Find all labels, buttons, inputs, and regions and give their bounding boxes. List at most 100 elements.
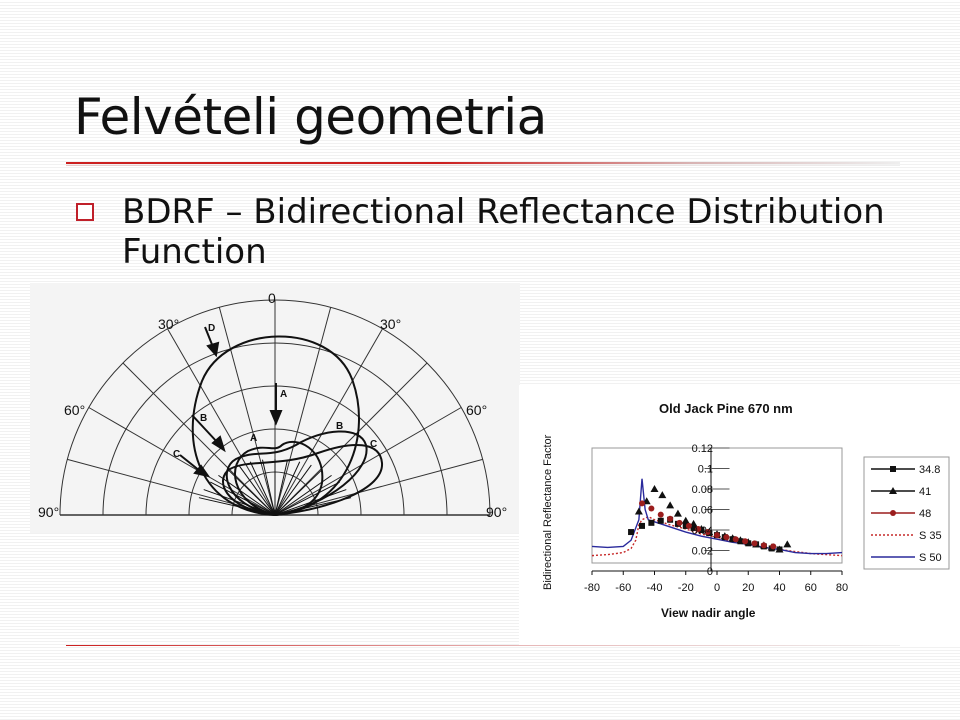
fan-spoke-27 [274, 489, 347, 516]
marker-1-18 [775, 545, 784, 553]
angle-label-90-left: 90° [38, 504, 59, 520]
legend: 34.8 41 48 S 35 S 50 [863, 456, 950, 570]
y-tick-label-1: 0.02 [692, 546, 713, 558]
legend-label-0: 34.8 [919, 464, 940, 476]
bullet-square-icon [76, 203, 94, 221]
y-tick-labels: 0 0.02 0.04 0.06 0.08 0.1 0.12 [692, 443, 713, 578]
fan-spoke-99 [261, 459, 276, 516]
curve-label-b: B [200, 413, 207, 424]
angle-label-30-left: 30° [158, 316, 179, 332]
legend-label-3: S 35 [919, 530, 942, 542]
marker-1-5 [673, 509, 682, 517]
fan-spoke-54 [274, 469, 323, 516]
polar-radial-75 [274, 307, 332, 516]
marker-2-1 [648, 505, 655, 512]
marker-2-3 [667, 515, 674, 522]
marker-2-10 [732, 536, 739, 543]
angle-label-90-right: 90° [486, 504, 507, 520]
angle-label-60-left: 60° [64, 402, 85, 418]
x-tick-label-4: 0 [714, 582, 720, 594]
marker-2-2 [657, 511, 664, 518]
fan-spoke-144 [210, 481, 276, 516]
series-markers [628, 485, 792, 553]
curve-label-a2: A [250, 433, 257, 444]
footer-divider [66, 645, 900, 646]
curve-d [191, 335, 360, 517]
polar-radial-30 [274, 407, 462, 516]
curve-c [222, 444, 384, 517]
marker-2-4 [676, 519, 683, 526]
grid-lines [591, 447, 843, 575]
fan-spoke-72 [274, 461, 301, 516]
curve-label-c: C [173, 449, 180, 460]
brf-chart-svg: Old Jack Pine 670 nm -80 -60 -40 -20 0 20 40 60… [542, 401, 950, 620]
arrow-a-head [269, 410, 283, 426]
arrow-d-head [206, 341, 220, 358]
title-divider [66, 162, 900, 164]
marker-1-19 [783, 540, 792, 548]
marker-1-6 [681, 516, 690, 524]
x-tick-label-1: -60 [615, 582, 631, 594]
curve-b [225, 430, 368, 517]
fan-spoke-108 [249, 461, 276, 516]
x-tick-label-3: -20 [678, 582, 694, 594]
legend-label-2: 48 [919, 508, 931, 520]
illumination-arrows [179, 326, 283, 478]
chart-title: Old Jack Pine 670 nm [659, 401, 793, 416]
brf-chart: Old Jack Pine 670 nm -80 -60 -40 -20 0 20 40 60… [519, 385, 960, 647]
y-tick-label-4: 0.08 [692, 484, 713, 496]
polar-radial-105 [218, 307, 276, 516]
x-tick-label-8: 80 [836, 582, 848, 594]
y-tick-label-6: 0.12 [692, 443, 713, 455]
polar-diagram-svg: 0 30° 30° 60° 60° 90° 90° A B C D A B C [38, 290, 507, 520]
legend-marker-0 [890, 466, 896, 472]
x-tick-label-0: -80 [584, 582, 600, 594]
polar-brdf-diagram: 0 30° 30° 60° 60° 90° 90° A B C D A B C [30, 283, 520, 533]
fan-spoke-18 [274, 497, 352, 516]
curve-label-c2: C [370, 439, 377, 450]
slide-title: Felvételi geometria [74, 88, 547, 146]
y-tick-label-0: 0 [707, 566, 713, 578]
polar-grid [59, 299, 491, 516]
polar-labels: 0 30° 30° 60° 60° 90° 90° [38, 290, 507, 520]
curve-a [234, 440, 324, 517]
bullet-text: BDRF – Bidirectional Reflectance Distrib… [122, 192, 885, 272]
fan-spoke-45 [274, 474, 332, 516]
plot-background [591, 447, 843, 564]
marker-2-6 [695, 525, 702, 532]
y-axis-label: Bidirectional Reflectance Factor [542, 434, 554, 590]
marker-0-6 [682, 522, 689, 529]
marker-0-3 [657, 517, 664, 524]
marker-2-5 [685, 522, 692, 529]
fan-spoke-36 [274, 481, 340, 516]
legend-marker-2 [890, 510, 896, 516]
curve-label-b2: B [336, 421, 343, 432]
marker-2-7 [704, 529, 711, 536]
polar-radial-45 [274, 362, 428, 516]
y-tick-label-3: 0.06 [692, 505, 713, 517]
x-tick-label-7: 60 [805, 582, 817, 594]
marker-0-0 [628, 529, 635, 536]
fan-spoke-126 [227, 469, 276, 516]
curve-label-d: D [208, 323, 215, 334]
legend-marker-1 [889, 487, 897, 494]
y-tick-label-5: 0.1 [698, 464, 713, 476]
x-tick-label-2: -40 [647, 582, 663, 594]
arrow-b-head [211, 435, 226, 453]
marker-2-0 [639, 500, 645, 507]
legend-label-1: 41 [919, 486, 931, 498]
fan-spoke-153 [203, 489, 276, 516]
marker-1-2 [650, 485, 659, 492]
x-tick-label-5: 20 [742, 582, 754, 594]
marker-2-13 [760, 542, 767, 549]
polar-curves [191, 335, 384, 517]
curve-letter-labels: A B C D A B C [173, 323, 377, 460]
marker-1-0 [634, 507, 643, 515]
x-tick-label-6: 40 [773, 582, 785, 594]
fan-spoke-117 [238, 464, 276, 516]
curve-label-a: A [280, 389, 287, 400]
angle-label-60-right: 60° [466, 402, 487, 418]
spoke-fan [198, 459, 352, 516]
y-tick-label-2: 0.04 [692, 525, 713, 537]
arrow-c-head [193, 464, 211, 478]
